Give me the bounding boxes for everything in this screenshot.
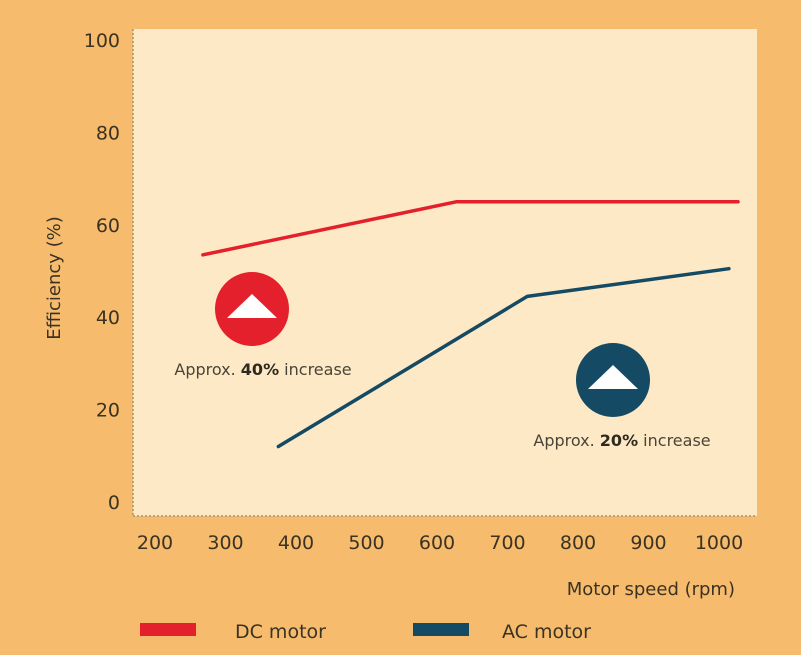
x-tick-label: 500	[348, 532, 384, 554]
dc-increase-label: Approx. 40% increase	[174, 360, 351, 379]
up-triangle-icon	[227, 294, 277, 318]
x-tick-label: 800	[560, 532, 596, 554]
y-tick-label: 40	[96, 307, 120, 329]
legend-swatch-ac	[413, 623, 469, 636]
x-axis-title: Motor speed (rpm)	[567, 579, 735, 600]
up-triangle-icon	[588, 365, 638, 389]
y-tick-label: 0	[108, 492, 120, 514]
legend-swatch-dc	[140, 623, 196, 636]
y-tick-label: 20	[96, 400, 120, 422]
x-tick-label: 200	[137, 532, 173, 554]
ac-increase-label: Approx. 20% increase	[533, 431, 710, 450]
legend-label-dc: DC motor	[235, 621, 326, 643]
y-tick-label: 60	[96, 215, 120, 237]
y-tick-label: 80	[96, 122, 120, 144]
x-tick-label: 700	[489, 532, 525, 554]
y-tick-label: 100	[84, 30, 120, 52]
x-tick-label: 400	[278, 532, 314, 554]
y-axis-title: Efficiency (%)	[44, 216, 65, 340]
x-tick-label: 300	[207, 532, 243, 554]
x-tick-label: 1000	[695, 532, 743, 554]
legend: DC motor AC motor	[140, 621, 591, 643]
plot-area	[133, 29, 757, 516]
x-tick-label: 600	[419, 532, 455, 554]
x-tick-label: 900	[630, 532, 666, 554]
legend-label-ac: AC motor	[502, 621, 591, 643]
